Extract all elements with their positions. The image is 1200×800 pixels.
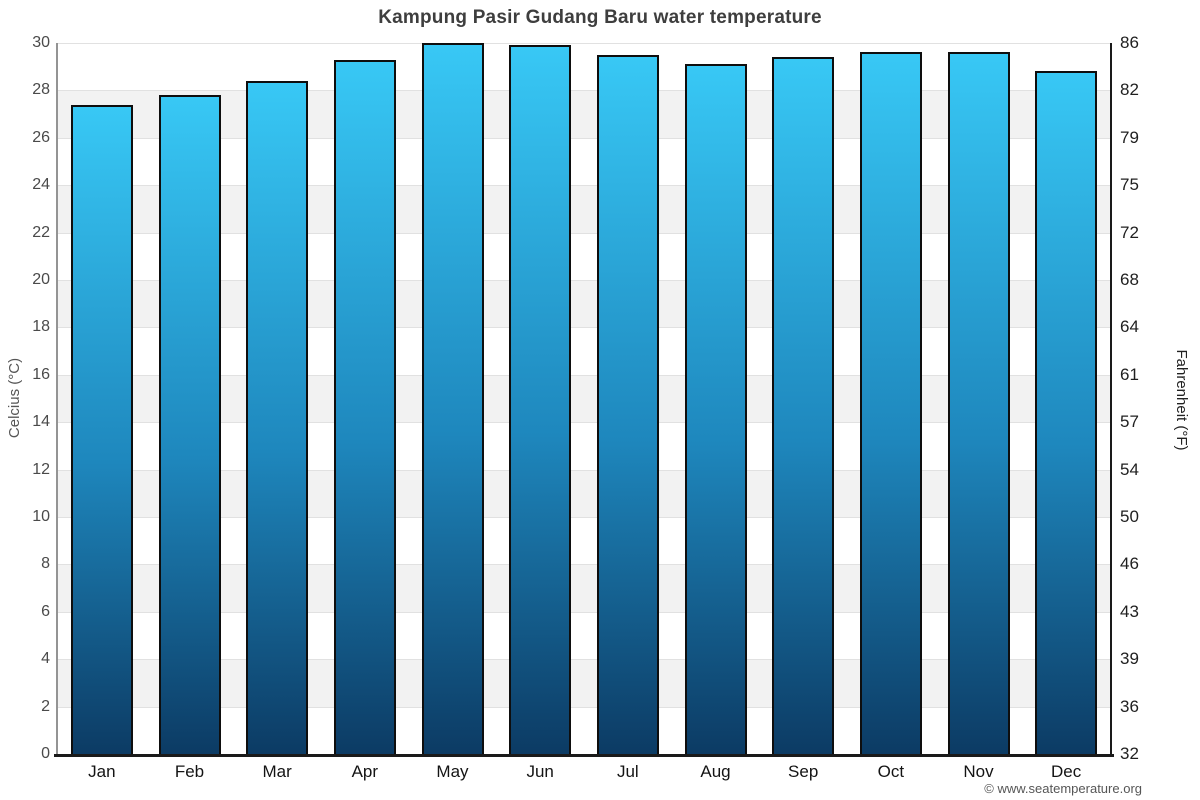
temp-bar-oct bbox=[859, 52, 922, 754]
watermark-credit: © www.seatemperature.org bbox=[984, 781, 1142, 796]
gridline bbox=[58, 564, 1110, 566]
fahrenheit-tick-label: 72 bbox=[1120, 222, 1139, 242]
grid-band bbox=[58, 327, 1110, 375]
temp-bar-dec bbox=[1035, 71, 1098, 754]
celsius-tick-label: 20 bbox=[32, 271, 50, 288]
celsius-tick-label: 26 bbox=[32, 128, 50, 146]
month-label-nov: Nov bbox=[963, 762, 994, 781]
gridline bbox=[58, 327, 1110, 329]
gridline bbox=[58, 137, 1110, 139]
grid-band bbox=[58, 469, 1110, 517]
temp-bar-aug bbox=[684, 64, 747, 754]
temp-bar-apr bbox=[333, 59, 396, 754]
fahrenheit-tick-label: 57 bbox=[1120, 412, 1139, 432]
grid-band bbox=[58, 280, 1110, 328]
plot-area bbox=[58, 43, 1110, 754]
temp-bar-jan bbox=[70, 104, 133, 754]
celsius-tick-label: 6 bbox=[41, 602, 50, 620]
fahrenheit-tick-label: 50 bbox=[1120, 507, 1139, 526]
gridline bbox=[58, 517, 1110, 518]
celsius-tick-label: 22 bbox=[32, 223, 50, 241]
celsius-tick-label: 24 bbox=[32, 176, 50, 194]
month-label-jul: Jul bbox=[616, 762, 639, 781]
celsius-tick-label: 30 bbox=[32, 34, 50, 51]
fahrenheit-tick-label: 68 bbox=[1120, 270, 1139, 289]
month-label-sep: Sep bbox=[788, 762, 819, 781]
month-label-oct: Oct bbox=[877, 762, 905, 781]
fahrenheit-tick-label: 54 bbox=[1120, 459, 1139, 479]
fahrenheit-tick-label: 86 bbox=[1120, 33, 1139, 52]
temp-bar-sep bbox=[772, 57, 835, 754]
gridline bbox=[58, 232, 1110, 234]
fahrenheit-tick-label: 79 bbox=[1120, 127, 1139, 147]
grid-band bbox=[58, 659, 1110, 707]
fahrenheit-tick-label: 36 bbox=[1120, 696, 1139, 716]
left-axis-line bbox=[56, 43, 58, 754]
month-label-jan: Jan bbox=[88, 762, 116, 781]
temp-bar-jul bbox=[596, 54, 659, 754]
celsius-tick-label: 8 bbox=[41, 555, 50, 573]
grid-band bbox=[58, 422, 1110, 470]
grid-band bbox=[58, 611, 1110, 660]
temp-bar-nov bbox=[947, 52, 1010, 754]
grid-band bbox=[58, 706, 1110, 754]
celsius-tick-label: 14 bbox=[32, 413, 50, 431]
month-label-may: May bbox=[436, 762, 469, 781]
gridline bbox=[58, 469, 1110, 471]
celsius-tick-label: 4 bbox=[41, 650, 50, 668]
gridline bbox=[58, 374, 1110, 376]
celsius-tick-label: 28 bbox=[32, 81, 50, 99]
celsius-tick-label: 2 bbox=[41, 697, 50, 715]
grid-band bbox=[58, 185, 1110, 233]
month-label-mar: Mar bbox=[262, 762, 292, 781]
gridline bbox=[58, 280, 1110, 281]
fahrenheit-tick-label: 75 bbox=[1120, 175, 1139, 195]
temp-bar-mar bbox=[246, 80, 309, 754]
fahrenheit-tick-label: 61 bbox=[1120, 364, 1139, 384]
grid-band bbox=[58, 43, 1110, 91]
grid-band bbox=[58, 90, 1110, 138]
gridline bbox=[58, 611, 1110, 613]
temp-bar-feb bbox=[158, 95, 221, 754]
fahrenheit-tick-label: 82 bbox=[1120, 80, 1139, 100]
fahrenheit-tick-label: 43 bbox=[1120, 601, 1139, 621]
celsius-tick-label: 0 bbox=[41, 745, 50, 762]
gridline bbox=[58, 706, 1110, 708]
celsius-tick-label: 10 bbox=[32, 508, 50, 525]
grid-band bbox=[58, 374, 1110, 423]
gridline bbox=[58, 185, 1110, 187]
gridline bbox=[58, 422, 1110, 424]
temp-bar-jun bbox=[509, 45, 572, 754]
fahrenheit-tick-label: 46 bbox=[1120, 554, 1139, 574]
gridline bbox=[58, 90, 1110, 92]
celsius-tick-label: 12 bbox=[32, 460, 50, 478]
fahrenheit-tick-label: 32 bbox=[1120, 744, 1139, 763]
fahrenheit-tick-label: 39 bbox=[1120, 649, 1139, 669]
celsius-tick-label: 16 bbox=[32, 365, 50, 383]
month-label-dec: Dec bbox=[1051, 762, 1082, 781]
month-label-feb: Feb bbox=[174, 762, 205, 781]
grid-band bbox=[58, 564, 1110, 612]
gridline bbox=[58, 43, 1110, 44]
month-label-aug: Aug bbox=[700, 762, 731, 781]
celsius-tick-label: 18 bbox=[32, 318, 50, 336]
chart-title: Kampung Pasir Gudang Baru water temperat… bbox=[378, 7, 822, 28]
grid-band bbox=[58, 517, 1110, 565]
month-label-jun: Jun bbox=[526, 762, 554, 781]
month-label-apr: Apr bbox=[351, 762, 379, 781]
grid-band bbox=[58, 137, 1110, 186]
grid-band bbox=[58, 232, 1110, 280]
gridline bbox=[58, 659, 1110, 661]
right-axis-line bbox=[1110, 43, 1112, 757]
fahrenheit-tick-label: 64 bbox=[1120, 317, 1139, 337]
bottom-axis-line bbox=[54, 754, 1114, 757]
temp-bar-may bbox=[421, 43, 484, 754]
